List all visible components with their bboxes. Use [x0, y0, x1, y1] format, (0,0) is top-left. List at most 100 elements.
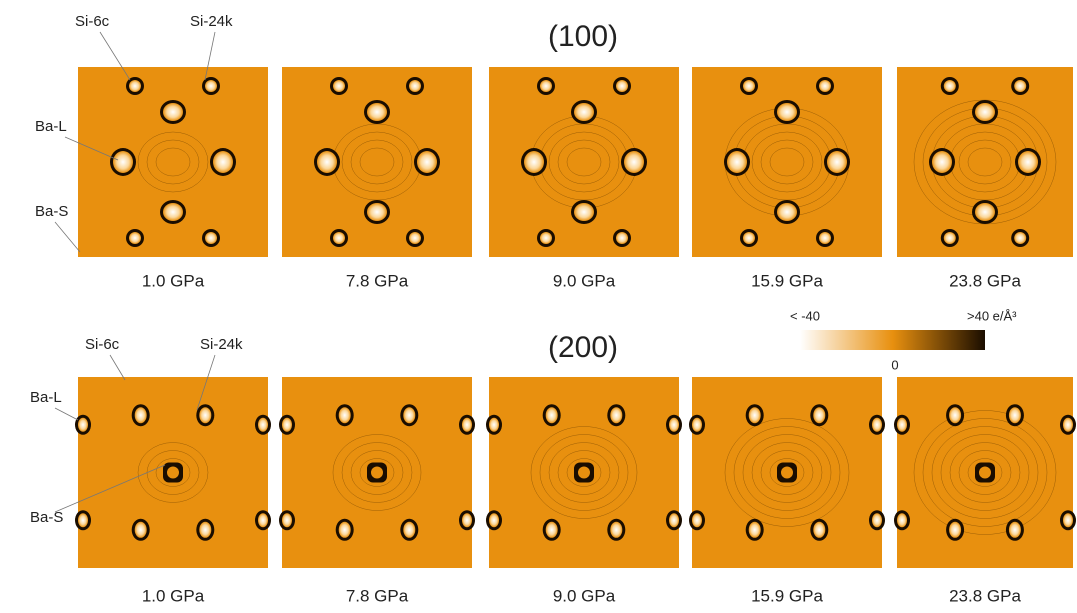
charge-hole: [403, 407, 415, 423]
contour-panel: [897, 67, 1073, 257]
charge-hole: [333, 232, 345, 244]
contour-panel: [279, 377, 475, 568]
charge-hole: [409, 232, 421, 244]
site-label: Si-6c: [75, 13, 110, 30]
charge-hole: [282, 418, 292, 432]
charge-hole: [1063, 513, 1073, 527]
charge-hole: [367, 103, 387, 121]
pressure-label: 7.8 GPa: [346, 271, 409, 290]
charge-hole: [199, 407, 211, 423]
charge-hole: [975, 103, 995, 121]
charge-hole: [317, 151, 337, 173]
colorbar-mid: 0: [891, 357, 898, 372]
colorbar-min: < -40: [790, 308, 820, 323]
charge-hole: [1009, 407, 1021, 423]
site-label: Ba-S: [35, 203, 68, 220]
site-label: Ba-L: [35, 118, 67, 135]
panel-bg: [897, 67, 1073, 257]
colorbar-max: >40 e/Å³: [967, 308, 1017, 323]
charge-hole: [282, 513, 292, 527]
pressure-label: 9.0 GPa: [553, 271, 616, 290]
contour-panel: [894, 377, 1076, 568]
charge-hole: [546, 522, 558, 538]
charge-hole: [897, 513, 907, 527]
charge-hole: [333, 80, 345, 92]
charge-hole: [692, 418, 702, 432]
pressure-label: 23.8 GPa: [949, 271, 1021, 290]
center-dot: [781, 467, 793, 479]
charge-hole: [616, 80, 628, 92]
charge-hole: [163, 203, 183, 221]
charge-hole: [339, 522, 351, 538]
charge-hole: [524, 151, 544, 173]
charge-hole: [813, 407, 825, 423]
contour-panel: [692, 67, 882, 257]
charge-hole: [743, 80, 755, 92]
charge-hole: [462, 513, 472, 527]
charge-hole: [417, 151, 437, 173]
site-label: Si-24k: [190, 13, 233, 30]
colorbar: [800, 330, 985, 350]
charge-hole: [949, 407, 961, 423]
charge-hole: [199, 522, 211, 538]
pressure-label: 23.8 GPa: [949, 586, 1021, 605]
charge-hole: [749, 407, 761, 423]
charge-hole: [78, 418, 88, 432]
leader-line: [110, 355, 125, 380]
charge-hole: [669, 418, 679, 432]
charge-hole: [975, 203, 995, 221]
charge-hole: [403, 522, 415, 538]
charge-hole: [78, 513, 88, 527]
charge-hole: [129, 232, 141, 244]
contour-panel: [282, 67, 472, 257]
charge-hole: [1014, 80, 1026, 92]
contour-panel: [486, 377, 682, 568]
charge-hole: [616, 232, 628, 244]
charge-hole: [1018, 151, 1038, 173]
pressure-label: 1.0 GPa: [142, 586, 205, 605]
charge-hole: [944, 80, 956, 92]
panel-bg: [282, 67, 472, 257]
charge-hole: [872, 513, 882, 527]
center-dot: [371, 467, 383, 479]
charge-hole: [610, 522, 622, 538]
pressure-label: 7.8 GPa: [346, 586, 409, 605]
charge-hole: [213, 151, 233, 173]
charge-hole: [409, 80, 421, 92]
charge-hole: [574, 203, 594, 221]
center-dot: [979, 467, 991, 479]
charge-hole: [489, 513, 499, 527]
pressure-label: 15.9 GPa: [751, 586, 823, 605]
charge-hole: [897, 418, 907, 432]
pressure-label: 9.0 GPa: [553, 586, 616, 605]
site-label: Ba-L: [30, 389, 62, 406]
charge-hole: [135, 407, 147, 423]
charge-hole: [624, 151, 644, 173]
charge-hole: [462, 418, 472, 432]
contour-panel: [689, 377, 885, 568]
center-dot: [167, 467, 179, 479]
contour-panel: [489, 67, 679, 257]
charge-hole: [546, 407, 558, 423]
charge-hole: [540, 232, 552, 244]
charge-hole: [727, 151, 747, 173]
charge-hole: [777, 203, 797, 221]
charge-hole: [669, 513, 679, 527]
charge-hole: [819, 80, 831, 92]
charge-hole: [489, 418, 499, 432]
figure: < -40 >40 e/Å³ 0 (100)Si-6cSi-24kBa-LBa-…: [0, 0, 1077, 608]
charge-hole: [692, 513, 702, 527]
charge-hole: [1014, 232, 1026, 244]
charge-hole: [827, 151, 847, 173]
center-dot: [578, 467, 590, 479]
charge-hole: [258, 418, 268, 432]
row-title: (200): [548, 331, 618, 364]
site-label: Si-24k: [200, 336, 243, 353]
charge-hole: [163, 103, 183, 121]
charge-hole: [113, 151, 133, 173]
charge-hole: [258, 513, 268, 527]
charge-hole: [944, 232, 956, 244]
charge-hole: [872, 418, 882, 432]
leader-line: [55, 222, 80, 252]
charge-hole: [339, 407, 351, 423]
